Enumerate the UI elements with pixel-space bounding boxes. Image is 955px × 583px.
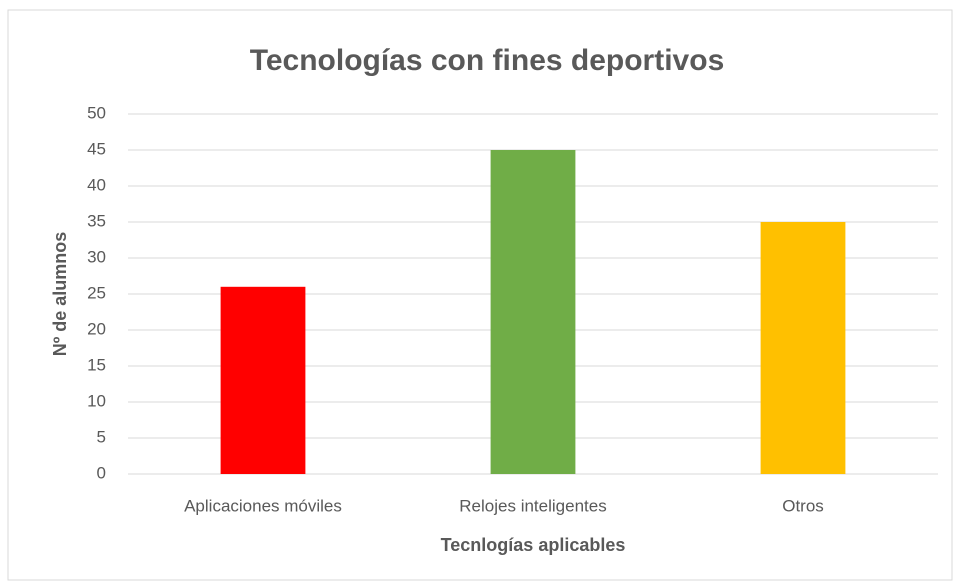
y-tick-label: 35 bbox=[87, 211, 106, 230]
y-tick-label: 30 bbox=[87, 247, 106, 266]
y-tick-label: 40 bbox=[87, 175, 106, 194]
x-tick-label: Aplicaciones móviles bbox=[184, 496, 342, 515]
y-tick-label: 5 bbox=[97, 427, 106, 446]
bar bbox=[490, 150, 576, 474]
y-tick-label: 10 bbox=[87, 391, 106, 410]
chart-title: Tecnologías con fines deportivos bbox=[250, 44, 725, 77]
y-tick-label: 20 bbox=[87, 319, 106, 338]
x-axis-title: Tecnlogías aplicables bbox=[441, 535, 626, 555]
x-tick-label: Relojes inteligentes bbox=[459, 496, 606, 515]
y-tick-label: 25 bbox=[87, 283, 106, 302]
y-axis-title: Nº de alumnos bbox=[50, 232, 70, 357]
bar bbox=[760, 222, 846, 474]
bar bbox=[220, 286, 306, 474]
y-tick-label: 45 bbox=[87, 139, 106, 158]
y-tick-label: 50 bbox=[87, 103, 106, 122]
x-tick-label: Otros bbox=[782, 496, 824, 515]
y-tick-label: 0 bbox=[97, 463, 106, 482]
y-tick-label: 15 bbox=[87, 355, 106, 374]
